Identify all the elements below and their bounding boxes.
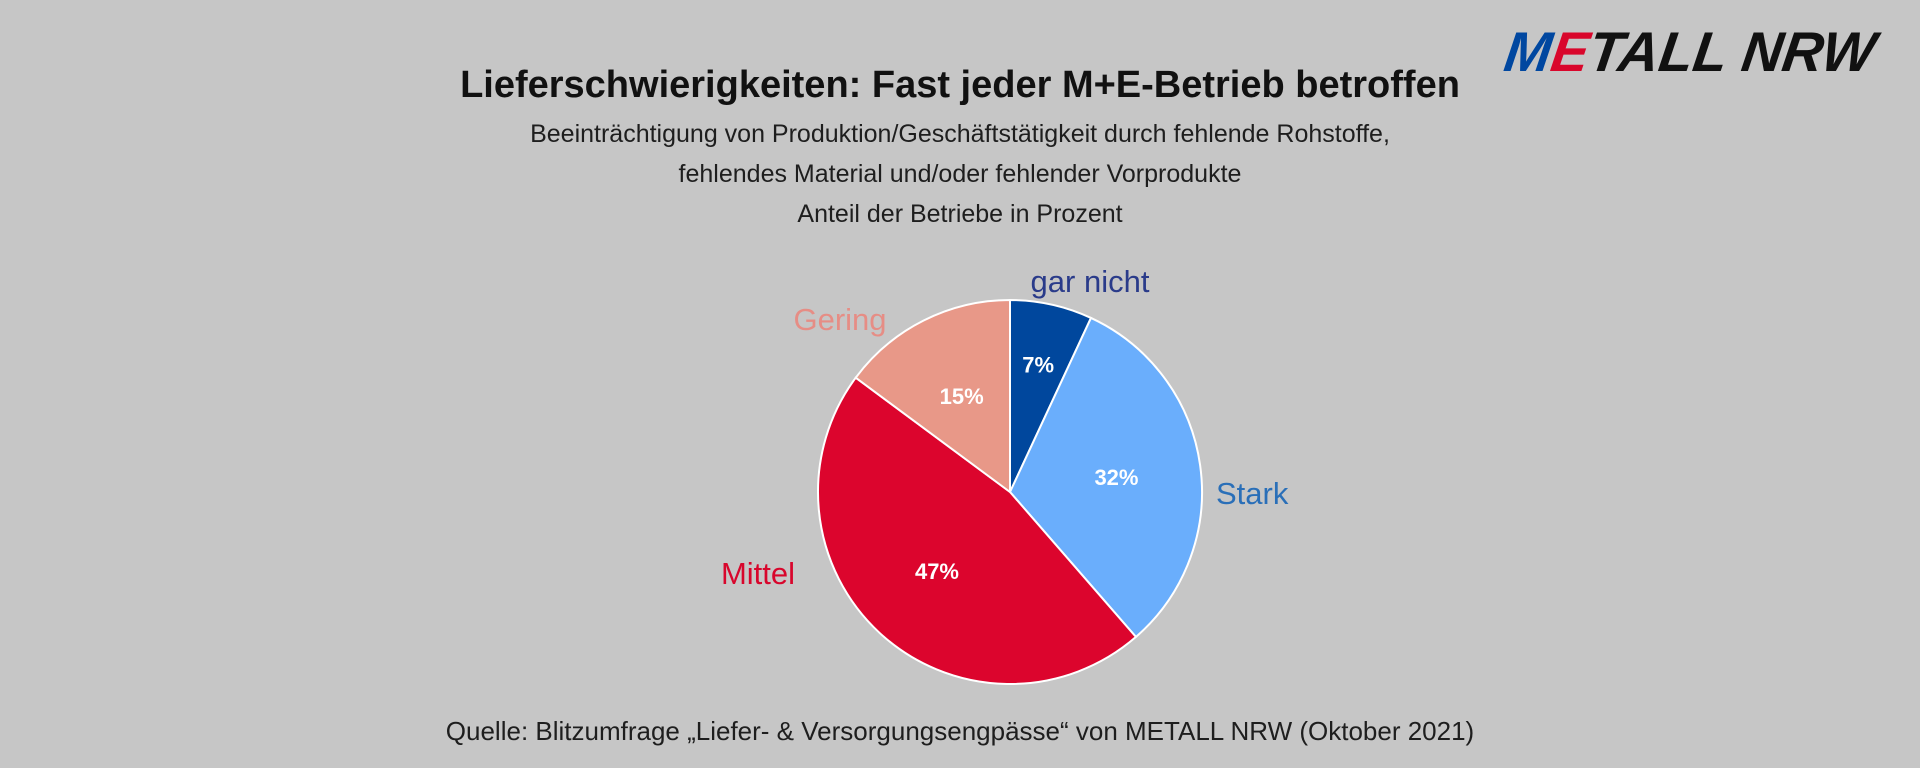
chart-subtitle-line-2: fehlendes Material und/oder fehlender Vo…	[678, 160, 1242, 188]
pie-value-label: 15%	[940, 384, 984, 409]
pie-value-label: 47%	[915, 559, 959, 584]
pie-category-label: gar nicht	[1031, 264, 1150, 299]
pie-slice-gering	[854, 298, 1011, 494]
pie-category-label: Stark	[1216, 476, 1289, 511]
pie-category-label: Mittel	[721, 556, 795, 591]
chart-subtitle-line-3: Anteil der Betriebe in Prozent	[797, 200, 1123, 228]
chart-subtitle-line-1: Beeinträchtigung von Produktion/Geschäft…	[530, 120, 1390, 148]
pie-slice-mittel	[817, 376, 1138, 686]
pie-category-label: Gering	[793, 302, 886, 337]
source-note: Quelle: Blitzumfrage „Liefer- & Versorgu…	[445, 716, 1475, 746]
pie-slice-stark	[1008, 316, 1203, 639]
chart-title: Lieferschwierigkeiten: Fast jeder M+E-Be…	[460, 64, 1460, 106]
pie-value-label: 32%	[1094, 465, 1138, 490]
pie-value-label: 7%	[1022, 353, 1054, 378]
